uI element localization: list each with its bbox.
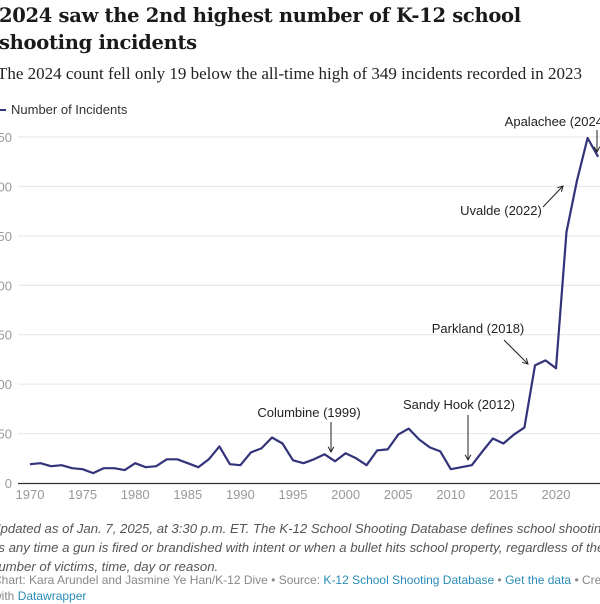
x-tick-label: 1985: [173, 487, 202, 502]
x-tick-label: 2015: [489, 487, 518, 502]
chart-title: 2024 saw the 2nd highest number of K-12 …: [0, 4, 521, 54]
series-line-number-of-incidents: [29, 136, 600, 475]
annotation-arrowhead: [557, 185, 564, 192]
chart-subtitle: The 2024 count fell only 19 below the al…: [0, 64, 582, 83]
legend: Number of Incidents: [0, 102, 127, 117]
y-tick-label: 350: [0, 130, 12, 145]
credit-prefix: Chart: Kara Arundel and Jasmine Ye Han/K…: [0, 573, 324, 587]
x-tick-label: 1970: [16, 487, 45, 502]
y-tick-label: 300: [0, 179, 12, 194]
annotation-label: Parkland (2018): [432, 321, 525, 336]
annotation-label: Sandy Hook (2012): [403, 397, 515, 412]
get-data-link[interactable]: Get the data: [505, 573, 572, 587]
annotation-label: Columbine (1999): [257, 405, 360, 420]
y-tick-label: 100: [0, 377, 12, 392]
x-tick-label: 2020: [542, 487, 571, 502]
y-tick-label: 250: [0, 229, 12, 244]
y-tick-label: 200: [0, 278, 12, 293]
legend-swatch: [0, 108, 6, 111]
annotation-arrowhead: [522, 358, 529, 365]
chart-notes: Updated as of Jan. 7, 2025, at 3:30 p.m.…: [0, 521, 600, 574]
annotation-arrow: [542, 185, 564, 208]
x-tick-label: 1975: [68, 487, 97, 502]
x-tick-label: 2000: [331, 487, 360, 502]
y-tick-label: 50: [0, 427, 12, 442]
source-link[interactable]: K-12 School Shooting Database: [323, 573, 495, 587]
y-tick-label: 0: [5, 476, 12, 491]
datawrapper-link[interactable]: Datawrapper: [17, 589, 87, 603]
x-tick-label: 1990: [226, 487, 255, 502]
annotation-arrow: [503, 339, 529, 365]
x-tick-label: 2005: [384, 487, 413, 502]
annotation-arrowhead: [464, 454, 472, 462]
annotation-arrowhead: [327, 446, 335, 454]
y-tick-label: 150: [0, 328, 12, 343]
x-tick-label: 1995: [279, 487, 308, 502]
x-tick-label: 2010: [436, 487, 465, 502]
legend-label: Number of Incidents: [11, 102, 128, 117]
chart-credit: Chart: Kara Arundel and Jasmine Ye Han/K…: [0, 572, 600, 604]
annotation-label: Apalachee (2024): [505, 114, 600, 129]
credit-sep: •: [494, 573, 506, 587]
annotation-label: Uvalde (2022): [460, 203, 542, 218]
x-tick-label: 1980: [121, 487, 150, 502]
annotation-arrowhead: [593, 146, 600, 154]
